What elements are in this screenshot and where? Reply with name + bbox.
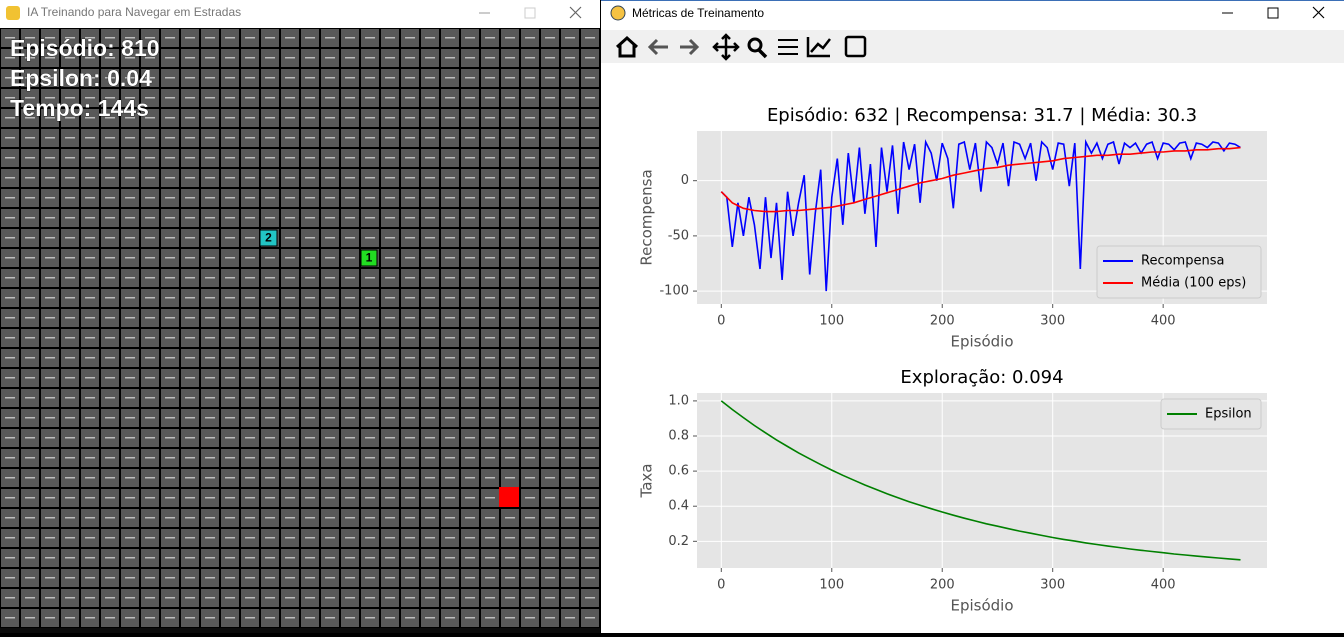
pan-button[interactable] <box>712 33 740 61</box>
zoom-button[interactable] <box>747 37 763 53</box>
data-line <box>720 138 1241 292</box>
close-button[interactable] <box>1312 6 1325 19</box>
x-tick-label: 400 <box>1151 578 1176 593</box>
forward-button[interactable] <box>680 38 700 56</box>
x-tick-label: 400 <box>1151 314 1176 329</box>
y-tick-label: -100 <box>659 284 689 299</box>
y-axis-label: Recompensa <box>638 169 656 265</box>
zoom-handle <box>757 48 768 59</box>
metrics-window: Métricas de Treinamento Episódio: 632 | … <box>601 0 1344 633</box>
x-tick-label: 300 <box>1040 314 1065 329</box>
hud-epsilon: Epsilon: 0.04 <box>10 65 152 91</box>
chart-title: Episódio: 632 | Recompensa: 31.7 | Média… <box>767 105 1197 126</box>
x-tick-label: 200 <box>930 578 955 593</box>
goal <box>499 487 519 507</box>
game-window: IA Treinando para Navegar em Estradas Ep… <box>0 0 600 628</box>
y-tick-label: 0 <box>681 173 689 188</box>
y-tick-label: 0.4 <box>668 499 689 514</box>
chart-title: Exploração: 0.094 <box>900 367 1063 388</box>
agent-label: 1 <box>366 251 373 265</box>
legend-label: Recompensa <box>1141 254 1224 269</box>
x-tick-label: 300 <box>1040 578 1065 593</box>
hud-episode: Episódio: 810 <box>10 35 160 61</box>
save-button[interactable] <box>844 35 867 58</box>
x-axis-label: Episódio <box>950 333 1013 351</box>
y-tick-label: -50 <box>668 228 689 243</box>
x-axis-label: Episódio <box>950 597 1013 615</box>
y-tick-label: 0.8 <box>668 429 689 444</box>
terminal-strip <box>0 628 600 633</box>
x-tick-label: 0 <box>717 578 725 593</box>
data-line <box>720 400 1241 561</box>
legend-label: Epsilon <box>1205 407 1252 422</box>
hud-time: Tempo: 144s <box>10 95 149 121</box>
back-button[interactable] <box>647 38 668 56</box>
legend <box>1160 398 1262 430</box>
toolbar <box>601 30 1344 63</box>
data-line <box>720 146 1241 213</box>
maximize-button[interactable] <box>524 7 536 19</box>
app-icon <box>6 6 20 20</box>
y-tick-label: 0.6 <box>668 464 689 479</box>
window-title: Métricas de Treinamento <box>632 6 764 20</box>
window-title: IA Treinando para Navegar em Estradas <box>27 5 241 19</box>
agent <box>259 229 278 247</box>
x-tick-label: 0 <box>717 314 725 329</box>
maximize-button[interactable] <box>1267 7 1279 19</box>
x-tick-label: 200 <box>930 314 955 329</box>
title-bar <box>0 0 600 28</box>
home-button[interactable] <box>615 35 639 58</box>
x-tick-label: 100 <box>819 578 844 593</box>
y-tick-label: 0.2 <box>668 534 689 549</box>
window-border <box>601 0 1344 1</box>
agent-label: 2 <box>265 231 272 245</box>
configure-button[interactable] <box>778 39 798 55</box>
axes-button[interactable] <box>806 37 831 58</box>
y-axis-label: Taxa <box>638 464 656 499</box>
x-tick-label: 100 <box>819 314 844 329</box>
legend <box>1096 245 1262 299</box>
legend-label: Média (100 eps) <box>1141 276 1246 291</box>
agent <box>360 249 378 267</box>
charts: Episódio: 632 | Recompensa: 31.7 | Média… <box>638 105 1267 615</box>
app-icon <box>610 5 626 21</box>
close-button[interactable] <box>569 6 582 19</box>
road-grid <box>0 28 600 628</box>
y-tick-label: 1.0 <box>668 393 689 408</box>
